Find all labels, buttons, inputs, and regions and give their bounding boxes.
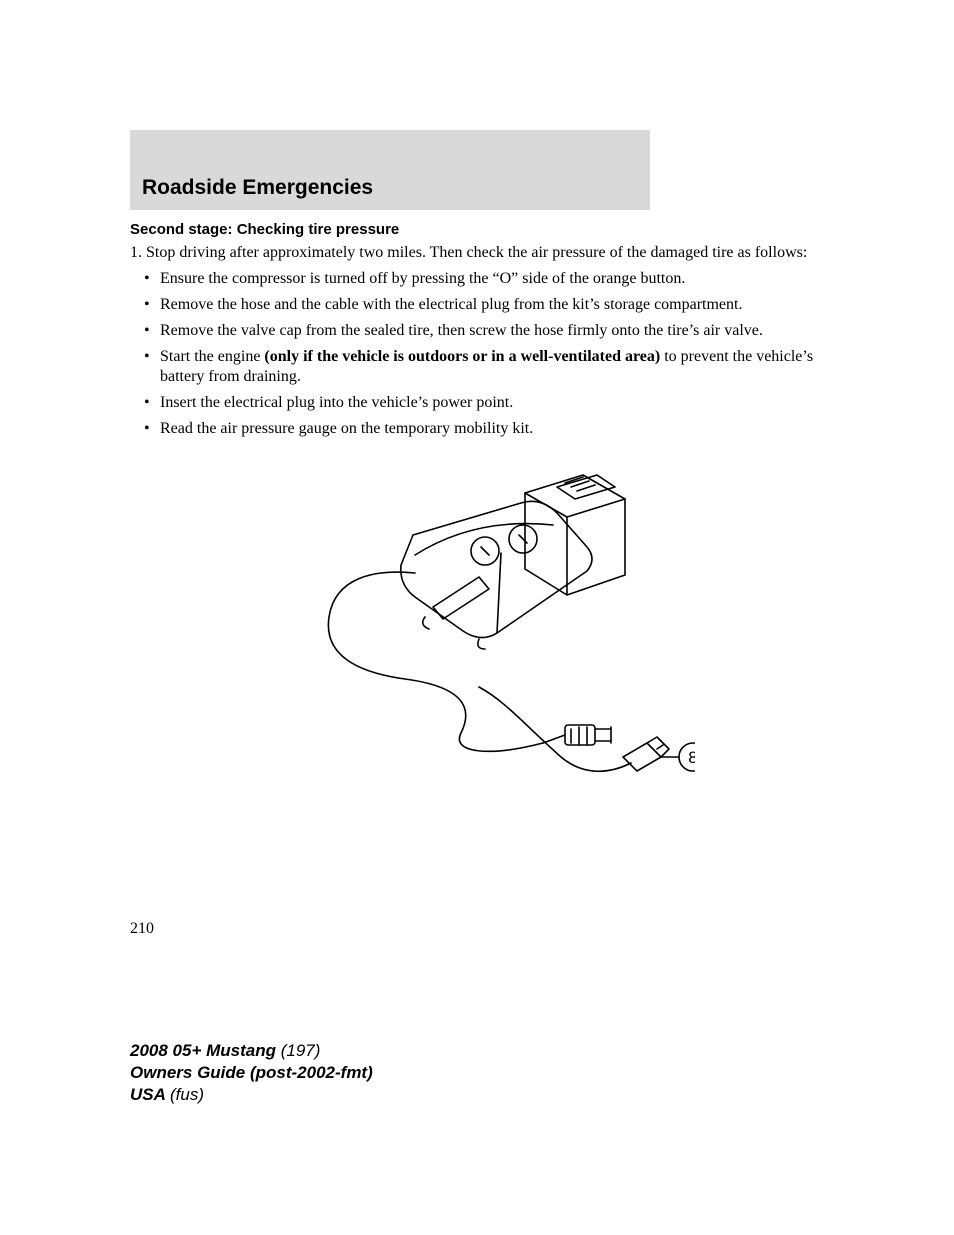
page-content: Second stage: Checking tire pressure 1. … — [130, 221, 830, 802]
bullet-text: Read the air pressure gauge on the tempo… — [160, 420, 533, 437]
bullet-text: Remove the valve cap from the sealed tir… — [160, 322, 763, 339]
list-item: Remove the hose and the cable with the e… — [148, 295, 830, 315]
page-number: 210 — [130, 920, 154, 938]
bullet-list: Ensure the compressor is turned off by p… — [130, 269, 830, 439]
bullet-text-pre: Start the engine — [160, 348, 264, 365]
bullet-text: Remove the hose and the cable with the e… — [160, 296, 742, 313]
footer-italic: (197) — [281, 1041, 321, 1060]
list-item: Insert the electrical plug into the vehi… — [148, 393, 830, 413]
intro-paragraph: 1. Stop driving after approximately two … — [130, 243, 830, 263]
list-item: Remove the valve cap from the sealed tir… — [148, 321, 830, 341]
footer-bold: 2008 05+ Mustang — [130, 1041, 281, 1060]
footer: 2008 05+ Mustang (197) Owners Guide (pos… — [130, 1040, 373, 1106]
bullet-text: Insert the electrical plug into the vehi… — [160, 394, 513, 411]
section-header-band: Roadside Emergencies — [130, 130, 650, 210]
footer-line-2: Owners Guide (post-2002-fmt) — [130, 1062, 373, 1084]
footer-bold: USA — [130, 1085, 170, 1104]
list-item: Start the engine (only if the vehicle is… — [148, 347, 830, 387]
list-item: Read the air pressure gauge on the tempo… — [148, 419, 830, 439]
footer-line-1: 2008 05+ Mustang (197) — [130, 1040, 373, 1062]
subheading: Second stage: Checking tire pressure — [130, 221, 830, 238]
list-item: Ensure the compressor is turned off by p… — [148, 269, 830, 289]
callout-number: 8 — [688, 748, 695, 767]
footer-line-3: USA (fus) — [130, 1084, 373, 1106]
figure: 8 — [130, 457, 830, 802]
footer-bold: Owners Guide (post-2002-fmt) — [130, 1063, 373, 1082]
bullet-text-bold: (only if the vehicle is outdoors or in a… — [264, 348, 660, 365]
mobility-kit-illustration: 8 — [265, 457, 695, 797]
section-title: Roadside Emergencies — [142, 176, 373, 200]
bullet-text: Ensure the compressor is turned off by p… — [160, 270, 685, 287]
footer-italic: (fus) — [170, 1085, 204, 1104]
